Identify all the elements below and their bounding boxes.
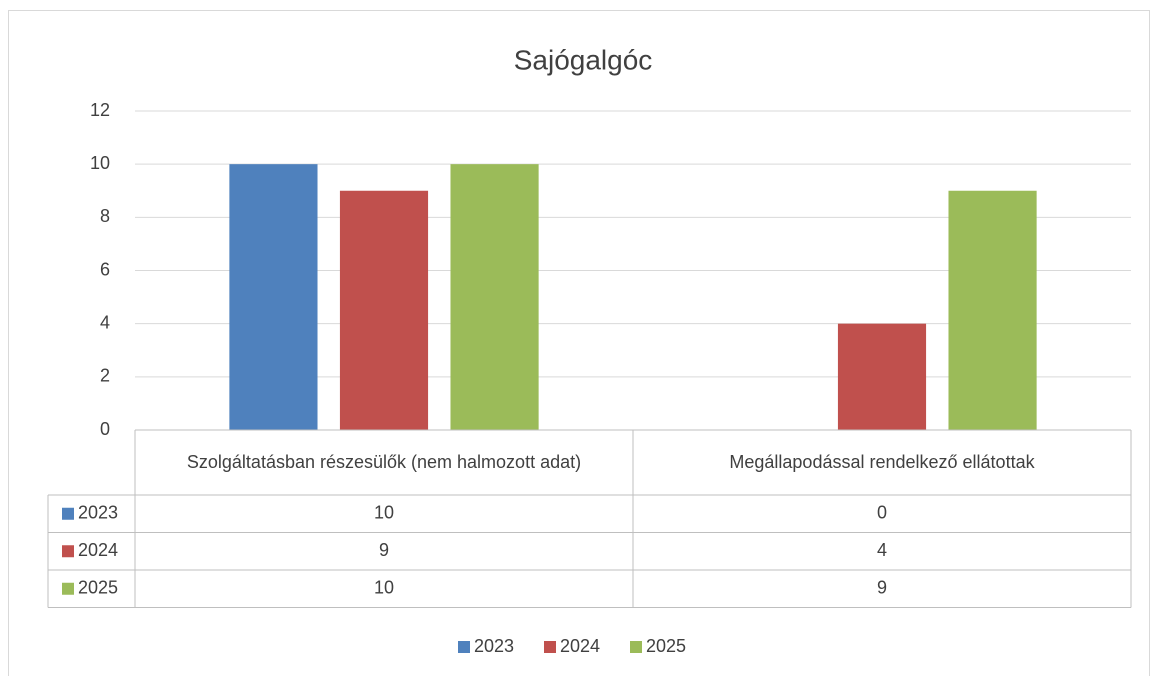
y-tick-label: 8 [100,206,110,226]
table-value: 9 [379,540,389,560]
y-tick-label: 6 [100,259,110,279]
table-series-name: 2025 [78,578,118,598]
y-tick-label: 12 [90,100,110,120]
table-value: 10 [374,503,394,523]
y-tick-label: 0 [100,419,110,439]
bar [229,164,318,430]
table-value: 10 [374,578,394,598]
table-value: 4 [877,540,887,560]
table-legend-key [62,507,74,520]
chart-title: Sajógalgóc [514,44,653,75]
table-legend-key [62,545,74,558]
bar [450,164,539,430]
y-tick-label: 2 [100,366,110,386]
table-legend-key [62,582,74,595]
legend-label: 2025 [646,636,686,656]
legend-key [630,641,642,653]
bar [837,323,927,430]
table-value: 9 [877,578,887,598]
legend-key [544,641,556,653]
y-tick-label: 4 [100,312,110,332]
table-series-name: 2024 [78,540,118,560]
legend-label: 2024 [560,636,600,656]
bar [339,190,429,430]
x-tick-label-box: Szolgáltatásban részesülők (nem halmozot… [186,452,582,472]
table-value: 0 [877,503,887,523]
legend-label: 2023 [474,636,514,656]
table-series-name: 2023 [78,503,118,523]
x-tick-label: Szolgáltatásban részesülők (nem halmozot… [186,452,582,472]
x-tick-label-box: Megállapodással rendelkező ellátottak [729,452,1035,472]
x-tick-label: Megállapodással rendelkező ellátottak [729,452,1035,472]
y-tick-label: 10 [90,153,110,173]
legend-key [458,641,470,653]
bar [948,190,1037,430]
